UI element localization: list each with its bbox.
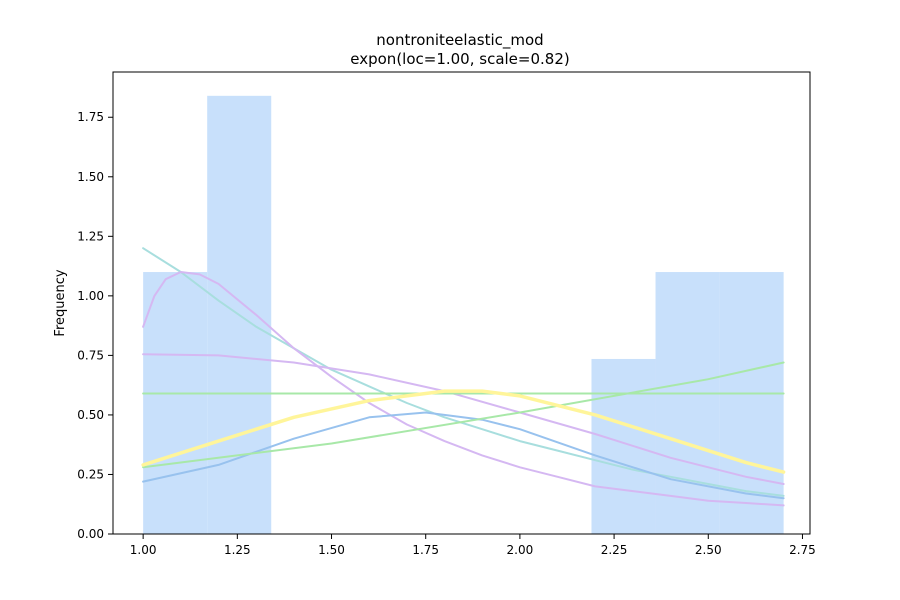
x-tick-label-5: 2.25	[601, 543, 628, 557]
x-tick-label-6: 2.50	[695, 543, 722, 557]
y-tick-label-1: 0.25	[77, 467, 104, 481]
distribution-curve-5	[142, 361, 785, 469]
distribution-curve-2	[142, 353, 785, 485]
x-tick-label-7: 2.75	[789, 543, 816, 557]
y-tick-label-4: 1.00	[77, 289, 104, 303]
x-tick-label-0: 1.00	[130, 543, 157, 557]
plot-area: 1.00 1.25 1.50 1.75 2.00 2.25 2.50 2.75 0.00 0.25…	[77, 71, 816, 557]
y-axis-label: Frequency	[53, 269, 68, 336]
distribution-curve-0	[142, 247, 785, 497]
x-tick-label-1: 1.25	[224, 543, 251, 557]
histogram-bar-7	[591, 358, 656, 534]
y-tick-label-3: 0.75	[77, 348, 104, 362]
histogram-bar-0	[143, 272, 208, 534]
distribution-curve-1	[142, 271, 785, 507]
distribution-curve-6	[141, 389, 786, 474]
x-tick-label-3: 1.75	[412, 543, 439, 557]
axes-frame	[112, 71, 811, 535]
y-tick-label-5: 1.25	[77, 229, 104, 243]
y-tick-label-7: 1.75	[77, 110, 104, 124]
y-tick-label-0: 0.00	[77, 527, 104, 541]
x-tick-label-2: 1.50	[318, 543, 345, 557]
histogram-bar-8	[655, 272, 720, 534]
y-tick-label-6: 1.50	[77, 170, 104, 184]
y-tick-label-2: 0.50	[77, 408, 104, 422]
chart-title: nontroniteelastic_mod	[376, 31, 543, 50]
chart-subtitle: expon(loc=1.00, scale=0.82)	[350, 50, 569, 68]
x-tick-label-4: 2.00	[507, 543, 534, 557]
